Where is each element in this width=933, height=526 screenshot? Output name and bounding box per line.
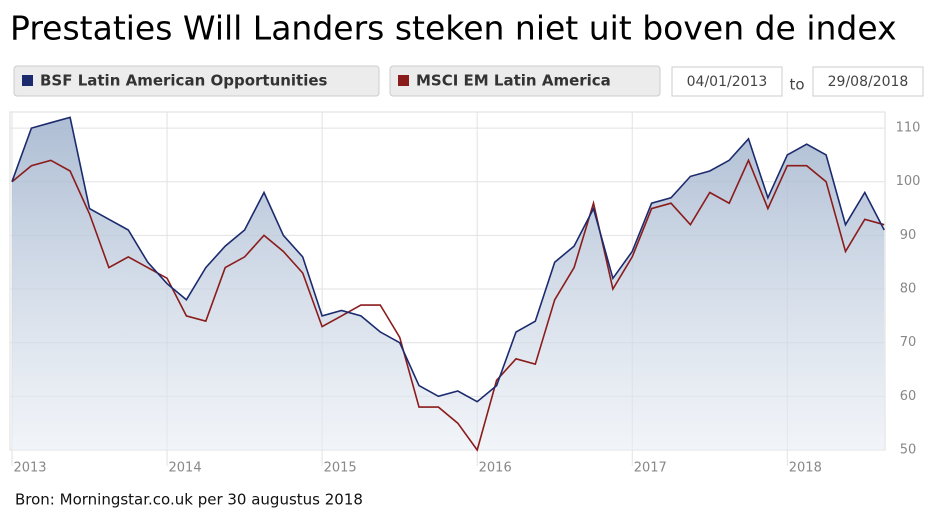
date-separator: to bbox=[789, 76, 804, 94]
legend-label: MSCI EM Latin America bbox=[416, 72, 611, 90]
x-tick-label: 2018 bbox=[789, 461, 822, 476]
y-tick-label: 70 bbox=[900, 335, 917, 350]
source: Bron: Morningstar.co.uk per 30 augustus … bbox=[15, 491, 363, 509]
x-tick-label: 2016 bbox=[479, 461, 512, 476]
x-tick-label: 2017 bbox=[634, 461, 667, 476]
date-from: 04/01/2013 bbox=[687, 74, 768, 90]
legend-swatch bbox=[22, 75, 33, 86]
x-tick-label: 2013 bbox=[13, 461, 46, 476]
y-tick-label: 110 bbox=[896, 121, 921, 136]
legend-button[interactable] bbox=[389, 65, 661, 97]
area bbox=[12, 117, 885, 451]
y-tick-label: 80 bbox=[900, 282, 917, 297]
date-to: 29/08/2018 bbox=[828, 74, 909, 90]
date-input[interactable] bbox=[812, 66, 924, 97]
legend-button[interactable] bbox=[13, 65, 380, 97]
date-input[interactable] bbox=[671, 66, 783, 97]
y-tick-label: 90 bbox=[900, 228, 917, 243]
chart-title: Prestaties Will Landers steken niet uit … bbox=[10, 9, 897, 48]
legend-swatch bbox=[398, 75, 409, 86]
legend-label: BSF Latin American Opportunities bbox=[40, 72, 328, 90]
x-tick-label: 2014 bbox=[169, 461, 202, 476]
y-tick-label: 60 bbox=[900, 389, 917, 404]
x-tick-label: 2015 bbox=[324, 461, 357, 476]
y-tick-label: 100 bbox=[896, 174, 921, 189]
line bbox=[11, 116, 885, 403]
y-tick-label: 50 bbox=[900, 443, 917, 458]
